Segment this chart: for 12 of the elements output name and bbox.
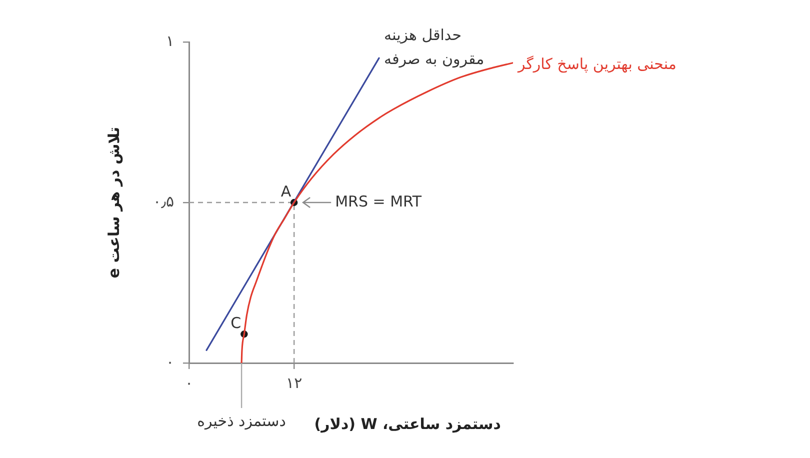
x-axis-title: دستمزد ساعتی، W (دلار): [314, 414, 502, 433]
y-tick-label: ۰: [166, 352, 174, 371]
y-axis-title: تلاش در هر ساعت e: [104, 126, 123, 278]
annotation: دستمزد ذخیره: [197, 412, 286, 430]
x-tick-label: ۱۲: [286, 374, 302, 392]
y-tick-label: ۱: [166, 32, 174, 50]
series-label: منحنی بهترین پاسخ کارگر: [517, 54, 676, 73]
annotation: C: [230, 314, 242, 332]
y-tick-label: ۰٫۵: [153, 192, 174, 210]
annotation: A: [280, 182, 292, 200]
annotation: MRS = MRT: [335, 192, 422, 210]
series-label: حداقل هزینه مقرون به صرفه: [384, 26, 484, 68]
